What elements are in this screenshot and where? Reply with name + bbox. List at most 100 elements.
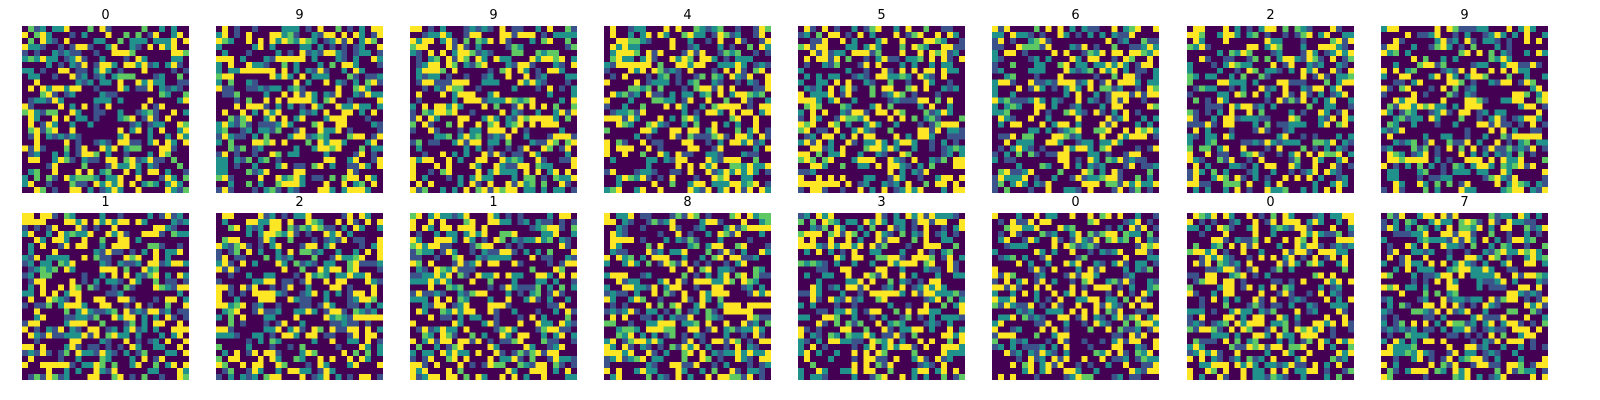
heatmap-cell	[1099, 169, 1106, 176]
heatmap-cell	[99, 43, 106, 50]
heatmap-cell	[153, 145, 160, 152]
heatmap-cell	[717, 139, 724, 146]
heatmap-cell	[947, 169, 954, 176]
heatmap-cell	[517, 97, 524, 104]
heatmap-cell	[487, 121, 494, 128]
heatmap-cell	[493, 139, 500, 146]
heatmap-cell	[505, 175, 512, 182]
heatmap-cell	[1045, 103, 1052, 110]
heatmap-cell	[869, 79, 876, 86]
heatmap-cell	[263, 103, 270, 110]
heatmap-cell	[299, 181, 306, 188]
heatmap-cell	[451, 85, 458, 92]
heatmap-cell	[992, 157, 999, 164]
heatmap-cell	[935, 181, 942, 188]
heatmap-cell	[475, 169, 482, 176]
heatmap-cell	[505, 61, 512, 68]
heatmap-cell	[275, 133, 282, 140]
heatmap-cell	[281, 151, 288, 158]
heatmap-cell	[857, 97, 864, 104]
heatmap-cell	[93, 133, 100, 140]
heatmap-cell	[669, 139, 676, 146]
heatmap-cell	[105, 175, 112, 182]
heatmap-cell	[711, 133, 718, 140]
heatmap-cell	[245, 26, 252, 33]
heatmap-cell	[1057, 157, 1064, 164]
heatmap-cell	[753, 49, 760, 56]
heatmap-cell	[547, 26, 554, 33]
heatmap-cell	[1270, 26, 1277, 33]
heatmap-cell	[1135, 26, 1142, 33]
heatmap-cell	[1033, 49, 1040, 56]
heatmap-cell	[63, 67, 70, 74]
heatmap-cell	[329, 31, 336, 38]
heatmap-cell	[153, 91, 160, 98]
heatmap-cell	[535, 187, 542, 193]
heatmap-cell	[1147, 175, 1154, 182]
heatmap-cell	[1198, 49, 1205, 56]
heatmap-cell	[845, 115, 852, 122]
heatmap-cell	[565, 37, 572, 44]
heatmap-cell	[469, 31, 476, 38]
heatmap-cell	[798, 151, 805, 158]
heatmap-cell	[63, 37, 70, 44]
heatmap-cell	[1111, 181, 1118, 188]
heatmap-cell	[433, 79, 440, 86]
heatmap-cell	[699, 133, 706, 140]
heatmap-cell	[147, 37, 154, 44]
heatmap-cell	[421, 127, 428, 134]
heatmap-cell	[69, 145, 76, 152]
heatmap-cell	[311, 163, 318, 170]
heatmap-cell	[51, 115, 58, 122]
heatmap-cell	[1324, 31, 1331, 38]
heatmap-cell	[845, 55, 852, 62]
heatmap-cell	[845, 85, 852, 92]
heatmap-cell	[651, 97, 658, 104]
heatmap-cell	[1009, 85, 1016, 92]
heatmap-cell	[1015, 109, 1022, 116]
heatmap-cell	[51, 61, 58, 68]
heatmap-cell	[1123, 61, 1130, 68]
heatmap-cell	[233, 43, 240, 50]
heatmap-cell	[565, 163, 572, 170]
heatmap-cell	[135, 163, 142, 170]
heatmap-cell	[1210, 31, 1217, 38]
heatmap-cell	[1093, 103, 1100, 110]
heatmap-cell	[439, 85, 446, 92]
heatmap-cell	[681, 91, 688, 98]
heatmap-cell	[729, 97, 736, 104]
heatmap-cell	[1342, 49, 1349, 56]
heatmap-cell	[535, 163, 542, 170]
heatmap-cell	[1099, 151, 1106, 158]
heatmap-cell	[123, 145, 130, 152]
heatmap-cell	[117, 127, 124, 134]
heatmap-cell	[1294, 67, 1301, 74]
heatmap-cell	[33, 31, 40, 38]
heatmap-cell	[239, 31, 246, 38]
heatmap-cell	[451, 103, 458, 110]
heatmap-cell	[323, 91, 330, 98]
heatmap-cell	[747, 133, 754, 140]
heatmap-cell	[627, 163, 634, 170]
heatmap-cell	[609, 109, 616, 116]
heatmap-cell	[177, 97, 184, 104]
heatmap-cell	[615, 157, 622, 164]
heatmap-cell	[287, 115, 294, 122]
heatmap-cell	[353, 121, 360, 128]
heatmap-cell	[803, 67, 810, 74]
heatmap-cell	[604, 175, 611, 182]
heatmap-cell	[875, 115, 882, 122]
heatmap-cell	[63, 169, 70, 176]
heatmap-cell	[329, 79, 336, 86]
heatmap-cell	[809, 103, 816, 110]
heatmap-cell	[147, 79, 154, 86]
heatmap-cell	[857, 151, 864, 158]
heatmap-cell	[1111, 145, 1118, 152]
heatmap-cell	[681, 67, 688, 74]
heatmap-cell	[22, 175, 29, 182]
heatmap-cell	[935, 43, 942, 50]
heatmap-cell	[87, 175, 94, 182]
heatmap-cell	[493, 109, 500, 116]
heatmap-cell	[681, 85, 688, 92]
heatmap-cell	[439, 61, 446, 68]
